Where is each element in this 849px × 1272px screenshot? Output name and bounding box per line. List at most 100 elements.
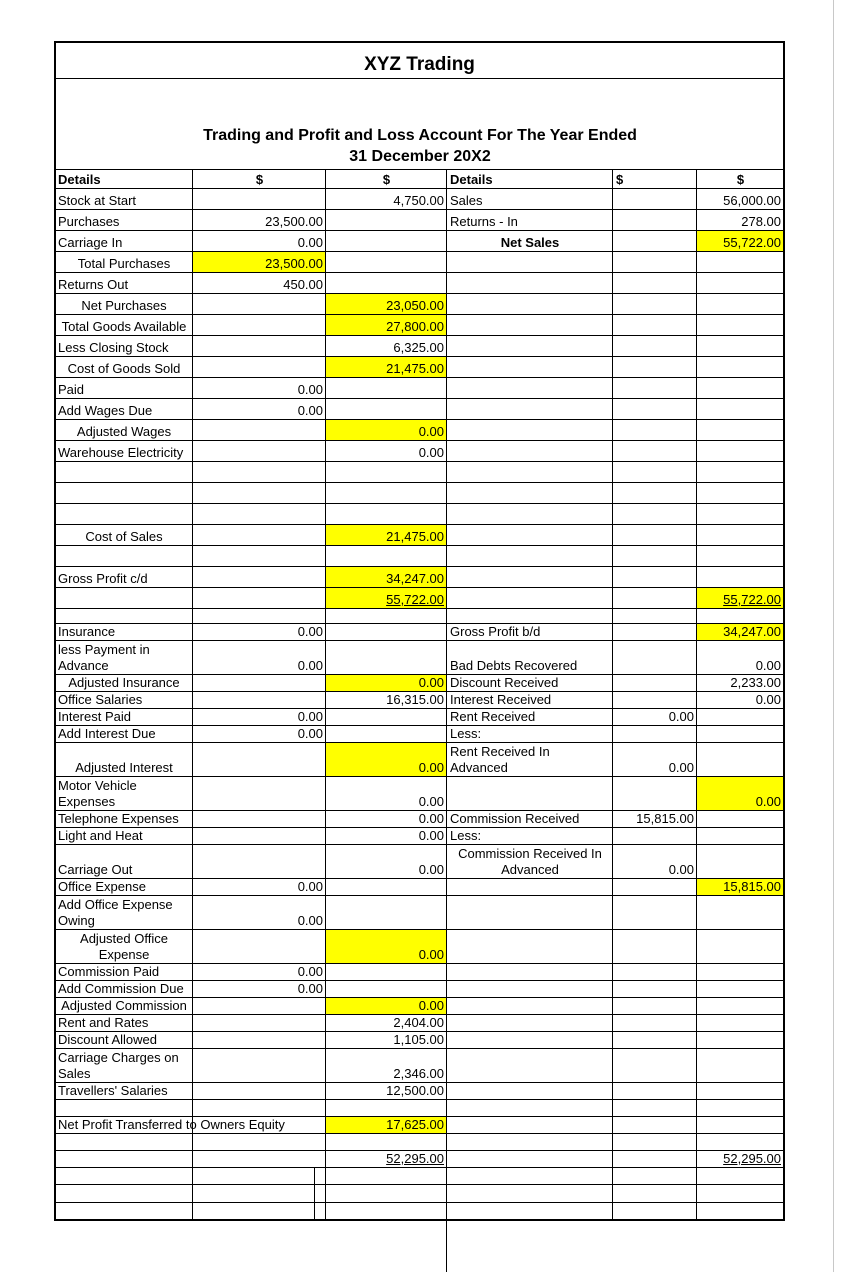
table-cell [193, 315, 326, 336]
table-cell [613, 546, 697, 567]
table-cell: Light and Heat [55, 828, 193, 845]
cell-text: 0.00 [297, 879, 323, 894]
cell-text: Returns Out [58, 277, 129, 292]
table-cell [613, 210, 697, 231]
cell-text: 2,233.00 [730, 675, 781, 690]
cell-text: 55,722.00 [723, 235, 781, 250]
cell-text: $ [736, 172, 745, 187]
table-cell [326, 273, 447, 294]
table-cell: 34,247.00 [697, 624, 784, 641]
cell-text: 23,050.00 [386, 298, 444, 313]
table-cell: Insurance [55, 624, 193, 641]
table-cell [447, 420, 613, 441]
cell-text: Adjusted Commission [61, 998, 187, 1013]
table-cell [447, 483, 613, 504]
table-cell [193, 420, 326, 441]
table-cell [613, 726, 697, 743]
table-cell [193, 294, 326, 315]
table-cell [613, 588, 697, 609]
table-cell [193, 1015, 326, 1032]
table-cell: Gross Profit b/d [447, 624, 613, 641]
table-cell [447, 1117, 613, 1134]
table-cell [193, 1049, 326, 1083]
table-cell: less Payment in Advance [55, 641, 193, 675]
cell-text: Sales [450, 193, 483, 208]
table-cell [193, 845, 326, 879]
table-cell: Cost of Sales [55, 525, 193, 546]
table-cell: 0.00 [613, 709, 697, 726]
cell-text: Office Expense [58, 879, 146, 894]
table-cell [447, 777, 613, 811]
cell-text: 34,247.00 [723, 624, 781, 639]
cell-text: Telephone Expenses [58, 811, 179, 826]
table-cell [447, 504, 613, 525]
table-cell [447, 1083, 613, 1100]
table-cell [193, 546, 326, 567]
cell-text: Travellers' Salaries [58, 1083, 168, 1098]
table-cell [447, 588, 613, 609]
table-cell: Carriage Out [55, 845, 193, 879]
table-cell [326, 1168, 447, 1185]
cell-text: Adjusted Interest [75, 760, 173, 775]
cell-text: Warehouse Electricity [58, 445, 184, 460]
table-cell: 0.00 [193, 964, 326, 981]
cell-text: 2,346.00 [393, 1066, 444, 1081]
table-cell [326, 879, 447, 896]
cell-text: Add Commission Due [58, 981, 184, 996]
table-cell [326, 709, 447, 726]
cell-text: 27,800.00 [386, 319, 444, 334]
table-cell: Less Closing Stock [55, 336, 193, 357]
table-cell [193, 357, 326, 378]
table-cell: 55,722.00 [697, 231, 784, 252]
table-cell: Net Sales [447, 231, 613, 252]
table-cell [55, 1185, 193, 1203]
cell-text: Carriage Out [58, 862, 133, 877]
table-cell: Adjusted Insurance [55, 675, 193, 692]
table-cell [55, 462, 193, 483]
table-cell [613, 1015, 697, 1032]
table-cell: Less: [447, 828, 613, 845]
table-cell: Add Interest Due [55, 726, 193, 743]
table-cell [193, 998, 326, 1015]
table-cell: $ [193, 170, 326, 189]
table-cell: 17,625.00 [326, 1117, 447, 1134]
table-cell: Total Purchases [55, 252, 193, 273]
table-cell: Discount Allowed [55, 1032, 193, 1049]
cell-text: Insurance [58, 624, 116, 639]
cell-text: 0.00 [418, 998, 444, 1013]
cell-text: Details [58, 172, 101, 187]
table-cell: Less: [447, 726, 613, 743]
table-cell [193, 567, 326, 588]
table-cell: 34,247.00 [326, 567, 447, 588]
column-line [314, 1168, 315, 1220]
table-cell [447, 1185, 613, 1203]
cell-text: Adjusted Insurance [68, 675, 180, 690]
table-cell [447, 930, 613, 964]
table-cell: 0.00 [193, 231, 326, 252]
table-cell: Carriage Charges on Sales [55, 1049, 193, 1083]
table-cell [326, 624, 447, 641]
table-cell [447, 1032, 613, 1049]
table-cell [613, 504, 697, 525]
table-cell: 0.00 [326, 845, 447, 879]
table-cell: Purchases [55, 210, 193, 231]
cell-text: 16,315.00 [386, 692, 444, 707]
table-cell [447, 1049, 613, 1083]
table-cell: 0.00 [326, 743, 447, 777]
cell-text: Interest Paid [58, 709, 131, 724]
table-cell [193, 811, 326, 828]
table-cell [613, 1100, 697, 1117]
table-cell [193, 609, 326, 624]
cell-text: $ [255, 172, 264, 187]
cell-text: 0.00 [297, 913, 323, 928]
table-cell [193, 675, 326, 692]
table-cell [193, 1185, 326, 1203]
table-cell: Interest Received [447, 692, 613, 709]
table-cell [447, 273, 613, 294]
table-cell [326, 981, 447, 998]
cell-text: Gross Profit b/d [450, 624, 541, 639]
cell-text: $ [616, 172, 624, 187]
table-cell: Motor Vehicle Expenses [55, 777, 193, 811]
table-cell [193, 1083, 326, 1100]
